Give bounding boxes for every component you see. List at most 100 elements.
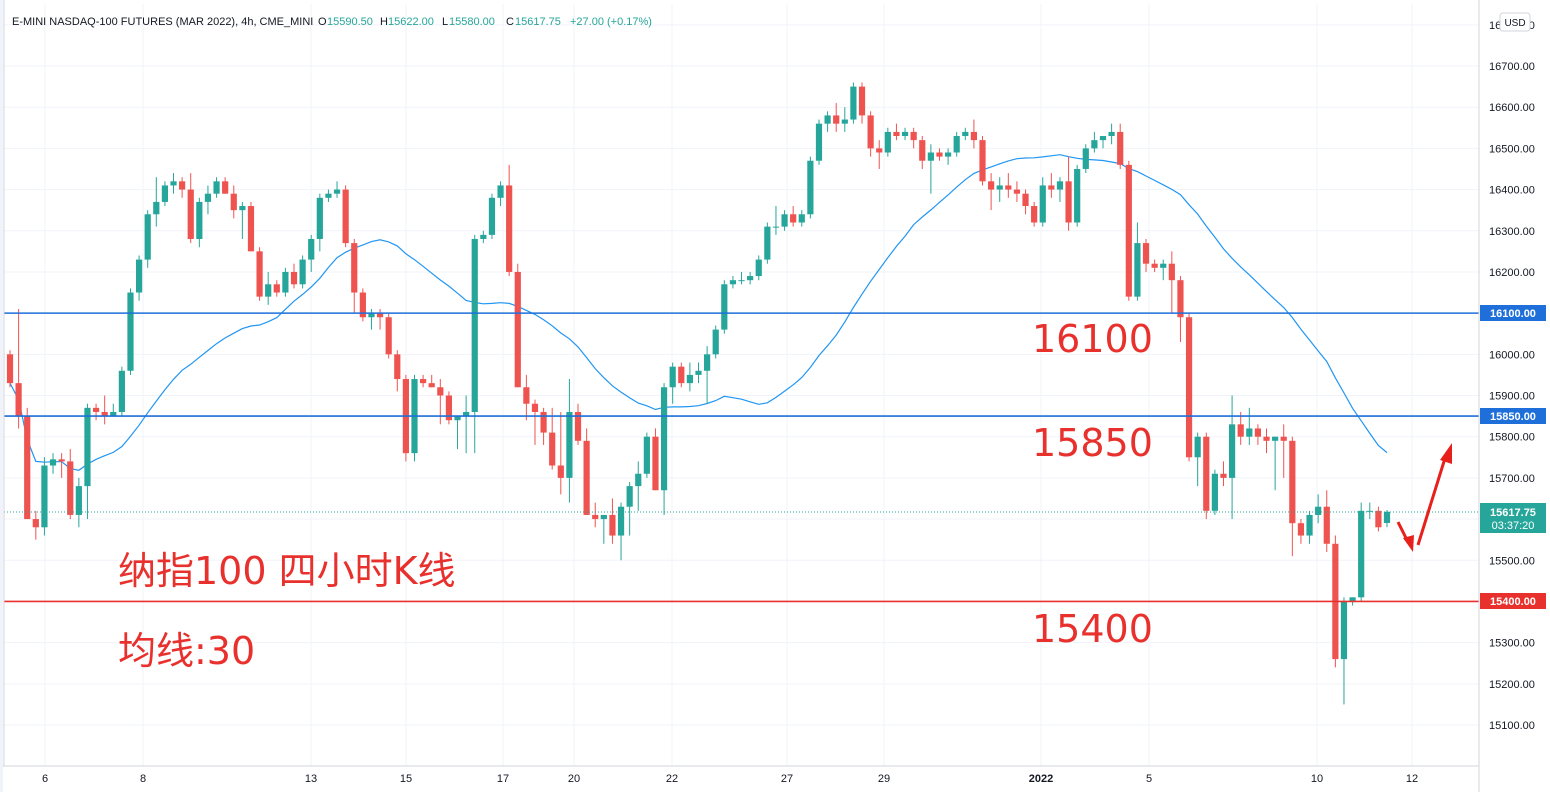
candle-body (187, 189, 194, 239)
candle (454, 416, 461, 450)
candle-body (944, 152, 952, 157)
candle (333, 181, 341, 198)
candle-body (92, 407, 100, 412)
candle-body (815, 123, 823, 161)
candle-body (1022, 193, 1029, 207)
symbol-header[interactable]: E-MINI NASDAQ-100 FUTURES (MAR 2022), 4h… (12, 16, 652, 28)
candle (41, 457, 48, 536)
candle-body (101, 411, 108, 417)
candle-body (127, 292, 134, 371)
moving-average-line (9, 154, 1388, 471)
candle (747, 271, 754, 285)
candle (144, 210, 151, 268)
candle (118, 366, 125, 417)
candle (669, 362, 676, 404)
candle-body (351, 243, 358, 293)
candle-body (273, 284, 280, 293)
time-tick-label: 10 (1311, 773, 1323, 785)
candle (127, 288, 134, 375)
candle (944, 148, 952, 165)
candle-body (686, 374, 693, 384)
candle (833, 103, 840, 132)
candle-body (979, 140, 986, 182)
candle-body (600, 514, 607, 520)
candle-body (1306, 514, 1313, 536)
candle (514, 263, 521, 388)
candle-body (299, 259, 306, 285)
candle-body (901, 131, 909, 137)
candle-body (919, 140, 926, 161)
candle-body (179, 181, 186, 190)
candle (1160, 259, 1167, 281)
low-value: 15580.00 (449, 16, 495, 28)
candle (807, 156, 814, 219)
candle-body (953, 136, 960, 153)
candle (583, 428, 590, 515)
candle (196, 197, 203, 248)
candle-body (196, 201, 203, 239)
candle (58, 453, 65, 478)
candle-body (738, 280, 745, 282)
currency-badge[interactable]: USD (1499, 12, 1531, 32)
candle (204, 185, 212, 215)
candle-body (110, 411, 117, 417)
candle (161, 181, 169, 207)
candle-body (635, 473, 642, 487)
candle (32, 510, 39, 540)
candle-body (1358, 510, 1365, 598)
candle (626, 481, 633, 536)
candle-body (1177, 280, 1184, 318)
candle-body (557, 465, 564, 478)
price-tag-15850-text: 15850.00 (1490, 411, 1536, 423)
candle (712, 325, 719, 359)
candle-body (652, 436, 659, 491)
candle (1013, 181, 1021, 202)
candle-body (712, 329, 719, 355)
price-tag-last-text: 15617.75 (1490, 507, 1536, 519)
candle-body (592, 514, 599, 520)
candle (617, 502, 625, 561)
candle-body (1091, 140, 1098, 149)
candle-body (1383, 511, 1391, 523)
time-axis[interactable]: 6 8 13 15 17 20 22 27 29 2022 5 10 12 (42, 773, 1418, 785)
candle (222, 177, 229, 194)
candle-body (1065, 181, 1072, 223)
candle (1375, 506, 1382, 532)
candle (592, 502, 599, 528)
close-label: C (506, 16, 514, 28)
candle-body (669, 366, 676, 388)
candle (101, 395, 108, 425)
candle-body (222, 181, 229, 194)
price-tick-label: 15300.00 (1489, 638, 1535, 650)
candle-body (781, 214, 788, 227)
candle-body (996, 185, 1003, 190)
candle (1383, 510, 1391, 528)
candle-body (1228, 424, 1236, 478)
candle (549, 407, 556, 470)
candle-body (790, 214, 797, 223)
price-tick-label: 16000.00 (1489, 349, 1535, 361)
moving-average-label: 均线:30 (118, 629, 255, 673)
time-tick-label: 20 (568, 773, 580, 785)
candle-body (970, 131, 977, 141)
candle (1340, 597, 1348, 705)
price-tick-label: 16700.00 (1489, 61, 1535, 73)
candle (24, 407, 31, 520)
price-tag-15850-bg (1480, 408, 1546, 424)
candle-body (807, 160, 814, 215)
candle-body (876, 148, 883, 153)
candle (420, 374, 427, 388)
candle-body (1375, 510, 1382, 528)
candle-body (394, 354, 401, 380)
candle-body (316, 197, 323, 239)
horizontal-levels-layer (4, 312, 1479, 603)
candle-body (1280, 436, 1287, 441)
candle-body (1185, 317, 1193, 458)
candle (1306, 510, 1313, 544)
candle-body (32, 519, 39, 528)
candle (1056, 177, 1064, 202)
candle-body (841, 119, 848, 124)
candle-body (549, 432, 556, 466)
candle-body (256, 251, 263, 297)
